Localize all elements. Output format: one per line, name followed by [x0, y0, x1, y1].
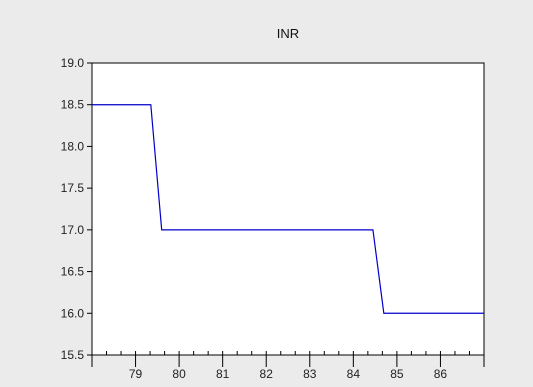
y-tick-label: 16.5 [61, 265, 85, 279]
x-tick-label: 85 [390, 367, 404, 381]
y-tick-label: 18.0 [61, 139, 85, 153]
y-tick-label: 15.5 [61, 348, 85, 362]
y-tick-label: 19.0 [61, 56, 85, 70]
x-tick-label: 79 [129, 367, 143, 381]
x-tick-label: 83 [303, 367, 317, 381]
chart-title: INR [277, 26, 299, 41]
y-tick-label: 18.5 [61, 98, 85, 112]
x-tick-label: 81 [216, 367, 230, 381]
x-tick-label: 80 [172, 367, 186, 381]
y-tick-label: 17.5 [61, 181, 85, 195]
x-axis: 79 80 81 82 83 84 85 86 [91, 351, 485, 381]
x-tick-label: 86 [434, 367, 448, 381]
x-tick-label: 82 [260, 367, 274, 381]
plot-area [91, 62, 485, 356]
y-tick-label: 16.0 [61, 306, 85, 320]
y-tick-label: 17.0 [61, 223, 85, 237]
y-axis: 15.5 16.0 16.5 17.0 17.5 18.0 18.5 19.0 [61, 56, 92, 362]
x-tick-label: 84 [347, 367, 361, 381]
series-line [92, 104, 484, 314]
series-group [92, 104, 484, 314]
